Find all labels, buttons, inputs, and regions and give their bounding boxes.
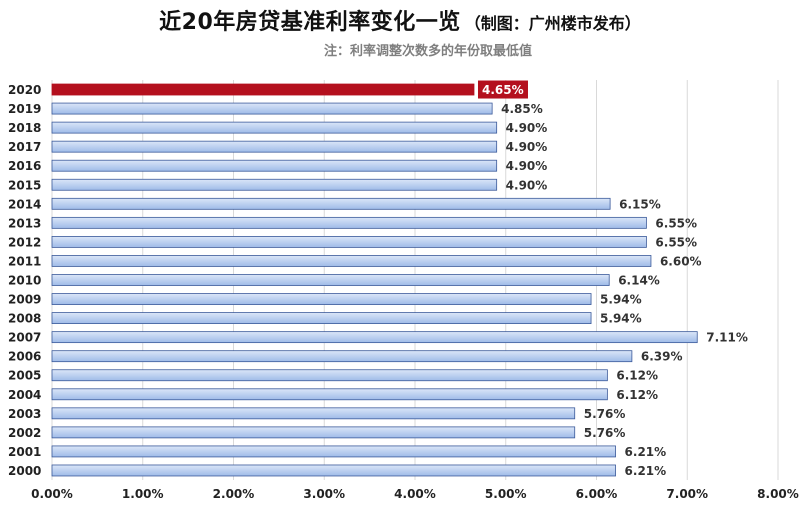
bars — [51, 83, 698, 477]
y-tick-label: 2011 — [8, 254, 41, 268]
bar — [51, 140, 498, 153]
bar — [51, 464, 616, 477]
y-tick-label: 2013 — [8, 216, 41, 230]
x-tick-label: 5.00% — [485, 487, 527, 501]
y-tick-label: 2000 — [8, 464, 41, 478]
data-label: 6.21% — [625, 445, 667, 459]
bar — [51, 121, 498, 134]
x-tick-label: 8.00% — [757, 487, 799, 501]
y-tick-label: 2015 — [8, 178, 41, 192]
bar — [51, 388, 608, 401]
bar — [51, 445, 616, 458]
data-label: 4.85% — [501, 102, 543, 116]
data-label: 6.12% — [616, 388, 658, 402]
bar — [51, 197, 611, 210]
bar — [51, 178, 498, 191]
data-label: 6.39% — [641, 350, 683, 364]
bar — [51, 331, 698, 344]
chart-subtitle: 注：利率调整次数多的年份取最低值 — [323, 44, 532, 59]
y-tick-label: 2007 — [8, 331, 41, 345]
highlight-label-box — [477, 80, 528, 99]
bar — [51, 236, 647, 248]
y-tick-label: 2004 — [8, 388, 41, 402]
data-label: 7.11% — [706, 331, 748, 345]
bar — [51, 369, 608, 382]
data-label: 4.65% — [482, 83, 524, 97]
chart-credit: （制图：广州楼市发布） — [464, 14, 641, 33]
bar — [51, 350, 633, 363]
bar — [51, 102, 493, 115]
data-label: 6.12% — [616, 369, 658, 383]
y-tick-label: 2002 — [8, 426, 41, 440]
y-tick-label: 2018 — [8, 121, 41, 135]
bar-highlight — [51, 83, 475, 96]
chart-title: 近20年房贷基准利率变化一览 — [159, 10, 461, 35]
data-labels: 4.65% 4.85% 4.90% 4.90% 4.90% 4.90% 6.15% 6.55%… — [477, 80, 748, 478]
x-tick-label: 7.00% — [666, 487, 708, 501]
x-tick-label: 1.00% — [122, 487, 164, 501]
data-label: 5.94% — [600, 293, 642, 307]
bar — [51, 159, 498, 172]
bar — [51, 407, 576, 420]
y-tick-label: 2016 — [8, 159, 41, 173]
x-tick-label: 2.00% — [213, 487, 255, 501]
bar — [51, 312, 592, 324]
data-label: 5.94% — [600, 312, 642, 326]
x-tick-label: 0.00% — [31, 487, 73, 501]
y-tick-label: 2005 — [8, 369, 41, 383]
data-label: 6.14% — [618, 274, 660, 288]
chart-title-bar: 近20年房贷基准利率变化一览 （制图：广州楼市发布） — [0, 4, 800, 36]
y-tick-label: 2009 — [8, 293, 41, 307]
data-label: 4.90% — [506, 178, 548, 192]
y-tick-label: 2006 — [8, 350, 41, 364]
data-label: 4.90% — [506, 121, 548, 135]
y-tick-label: 2010 — [8, 274, 41, 288]
data-label: 4.90% — [506, 140, 548, 154]
data-label: 5.76% — [584, 407, 626, 421]
x-tick-label: 6.00% — [576, 487, 618, 501]
x-tick-label: 4.00% — [394, 487, 436, 501]
data-label: 6.15% — [619, 197, 661, 211]
bar — [51, 293, 592, 305]
data-label: 6.21% — [625, 464, 667, 478]
y-tick-label: 2012 — [8, 235, 41, 249]
y-axis-labels: 2020 2019 2018 2017 2016 2015 2014 2013 2012 2011… — [8, 83, 41, 478]
y-tick-label: 2019 — [8, 102, 41, 116]
bar — [51, 216, 647, 229]
data-label: 6.60% — [660, 254, 702, 268]
y-tick-label: 2014 — [8, 197, 41, 211]
data-label: 5.76% — [584, 426, 626, 440]
bar — [51, 274, 610, 286]
data-label: 6.55% — [655, 216, 697, 230]
y-tick-label: 2020 — [8, 83, 41, 97]
y-tick-label: 2017 — [8, 140, 41, 154]
bar — [51, 255, 652, 267]
bar — [51, 426, 576, 439]
data-label: 6.55% — [655, 235, 697, 249]
y-tick-label: 2003 — [8, 407, 41, 421]
data-label: 4.90% — [506, 159, 548, 173]
x-tick-label: 3.00% — [303, 487, 345, 501]
y-tick-label: 2008 — [8, 312, 41, 326]
y-tick-label: 2001 — [8, 445, 41, 459]
x-axis-labels: 0.00% 1.00% 2.00% 3.00% 4.00% 5.00% 6.00% 7.00%… — [31, 487, 799, 501]
